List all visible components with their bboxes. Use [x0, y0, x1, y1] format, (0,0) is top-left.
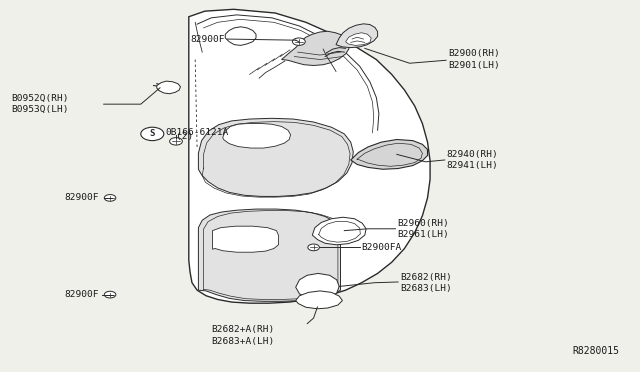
- Text: 82900F: 82900F: [64, 193, 99, 202]
- Polygon shape: [212, 226, 278, 252]
- Polygon shape: [198, 209, 340, 301]
- Text: B2960(RH)
B2961(LH): B2960(RH) B2961(LH): [397, 219, 449, 239]
- Polygon shape: [157, 81, 180, 94]
- Polygon shape: [296, 291, 342, 309]
- Text: B2900(RH)
B2901(LH): B2900(RH) B2901(LH): [448, 49, 500, 70]
- Polygon shape: [282, 31, 349, 65]
- Circle shape: [292, 38, 305, 45]
- Text: B2682(RH)
B2683(LH): B2682(RH) B2683(LH): [400, 273, 452, 293]
- Polygon shape: [351, 140, 428, 169]
- Text: B2900FA: B2900FA: [362, 243, 402, 252]
- Text: (2): (2): [176, 132, 193, 141]
- Text: 82900F: 82900F: [191, 35, 225, 44]
- Polygon shape: [346, 33, 371, 45]
- Polygon shape: [336, 24, 378, 48]
- Text: 82900F: 82900F: [64, 290, 99, 299]
- Polygon shape: [223, 124, 291, 148]
- Polygon shape: [225, 27, 256, 45]
- Polygon shape: [312, 217, 366, 245]
- Polygon shape: [198, 118, 353, 196]
- Circle shape: [141, 127, 164, 141]
- Text: B2682+A(RH)
B2683+A(LH): B2682+A(RH) B2683+A(LH): [211, 326, 275, 346]
- Circle shape: [104, 195, 116, 201]
- Text: B0952Q(RH)
B0953Q(LH): B0952Q(RH) B0953Q(LH): [12, 94, 69, 114]
- Text: 0B166-6121A: 0B166-6121A: [165, 128, 228, 137]
- Polygon shape: [189, 9, 430, 303]
- Circle shape: [308, 244, 319, 251]
- Text: 82940(RH)
82941(LH): 82940(RH) 82941(LH): [446, 150, 498, 170]
- Text: S: S: [150, 129, 155, 138]
- Polygon shape: [296, 273, 339, 299]
- Text: R8280015: R8280015: [573, 346, 620, 356]
- Circle shape: [104, 291, 116, 298]
- Circle shape: [170, 138, 182, 145]
